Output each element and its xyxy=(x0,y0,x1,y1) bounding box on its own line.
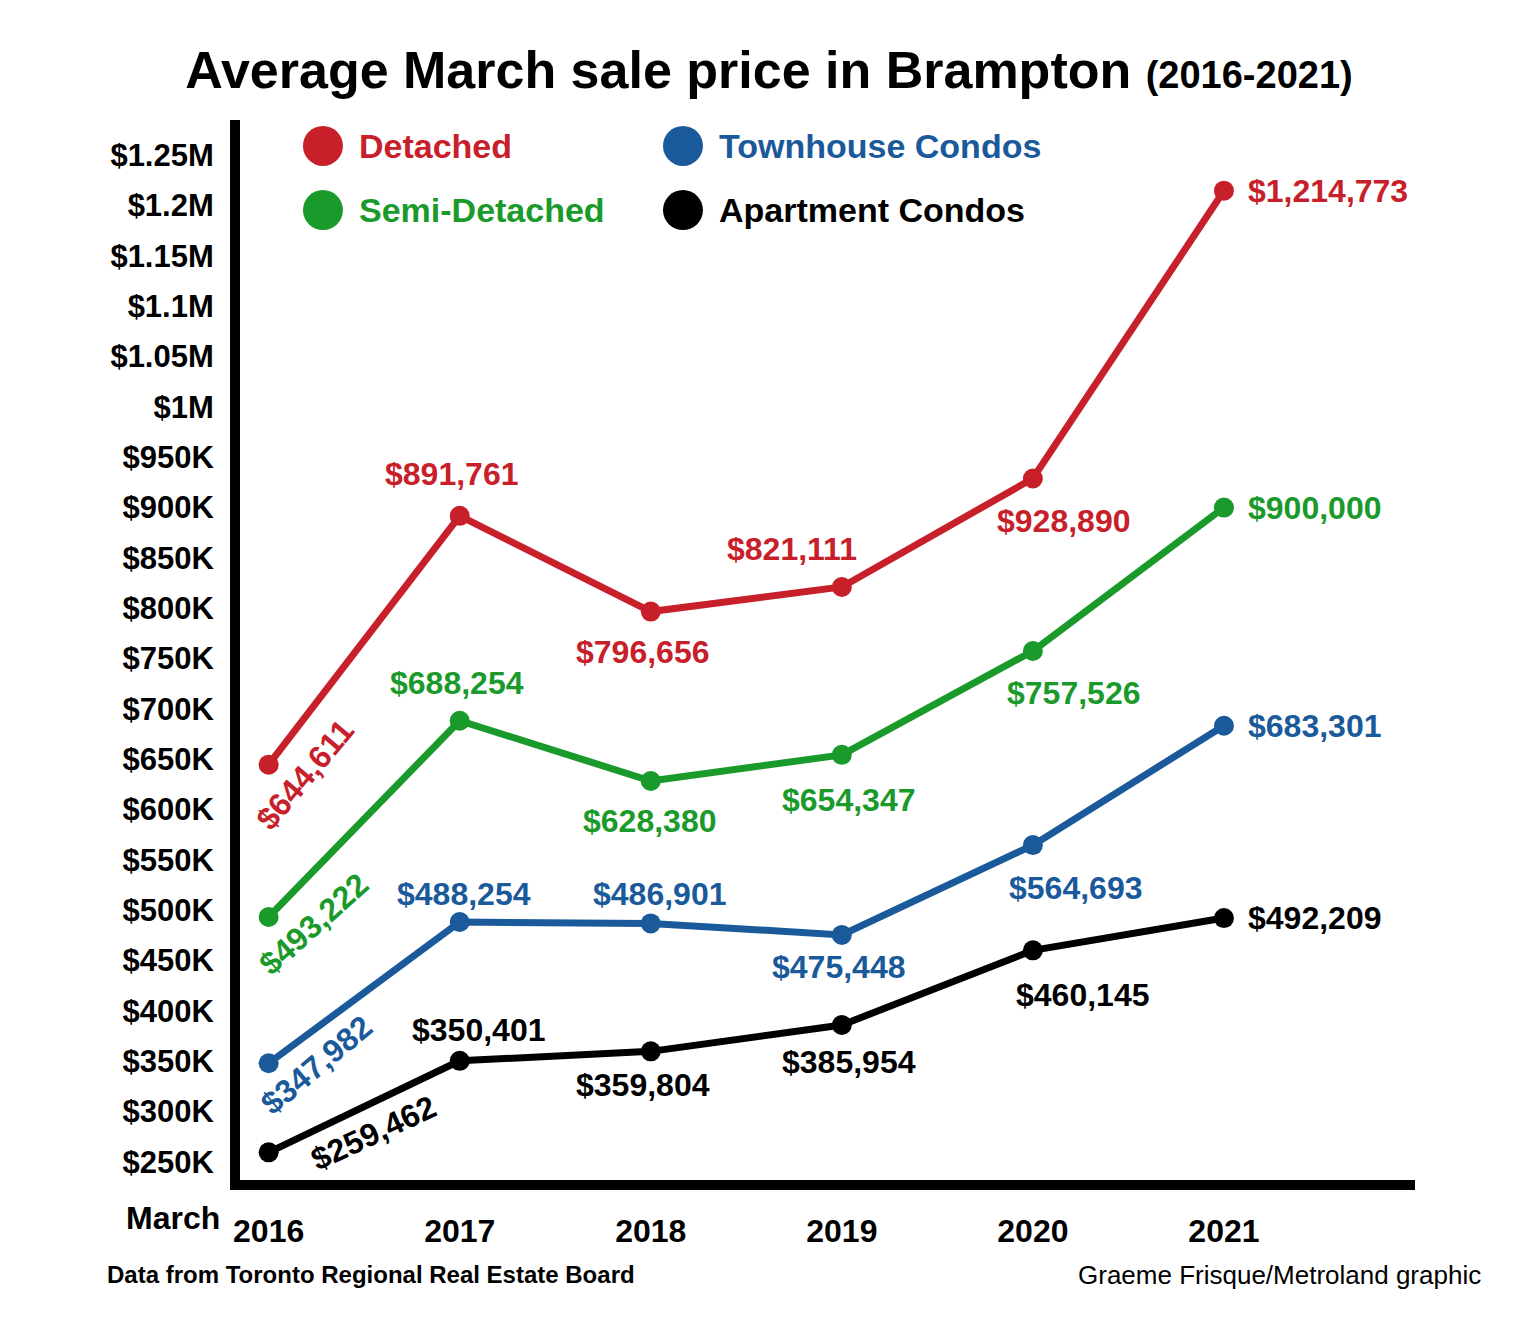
svg-text:Semi-Detached: Semi-Detached xyxy=(359,191,605,229)
svg-text:$488,254: $488,254 xyxy=(397,876,531,912)
svg-text:$800K: $800K xyxy=(122,591,214,626)
svg-text:2020: 2020 xyxy=(997,1213,1068,1249)
svg-text:$850K: $850K xyxy=(122,541,214,576)
svg-text:$900K: $900K xyxy=(122,490,214,525)
svg-text:$650K: $650K xyxy=(122,742,214,777)
svg-text:$550K: $550K xyxy=(122,843,214,878)
svg-text:Average March sale price in Br: Average March sale price in Brampton (20… xyxy=(185,41,1352,99)
svg-text:$688,254: $688,254 xyxy=(390,665,524,701)
svg-text:$1.25M: $1.25M xyxy=(110,138,213,173)
svg-text:$350,401: $350,401 xyxy=(412,1012,545,1048)
svg-text:$259,462: $259,462 xyxy=(305,1088,441,1177)
svg-text:$1,214,773: $1,214,773 xyxy=(1248,173,1408,209)
svg-text:$683,301: $683,301 xyxy=(1248,708,1381,744)
svg-text:2021: 2021 xyxy=(1188,1213,1259,1249)
svg-text:$796,656: $796,656 xyxy=(576,634,709,670)
svg-text:$460,145: $460,145 xyxy=(1016,977,1149,1013)
svg-text:$1.15M: $1.15M xyxy=(110,239,213,274)
svg-text:$493,222: $493,222 xyxy=(252,866,375,982)
svg-text:2018: 2018 xyxy=(615,1213,686,1249)
svg-text:$654,347: $654,347 xyxy=(782,782,915,818)
svg-text:$821,111: $821,111 xyxy=(727,531,857,567)
svg-text:$250K: $250K xyxy=(122,1145,214,1180)
svg-text:$564,693: $564,693 xyxy=(1009,870,1142,906)
svg-text:$700K: $700K xyxy=(122,692,214,727)
svg-text:$1.2M: $1.2M xyxy=(128,188,214,223)
svg-text:$300K: $300K xyxy=(122,1094,214,1129)
svg-text:$486,901: $486,901 xyxy=(593,876,726,912)
svg-text:2016: 2016 xyxy=(233,1213,304,1249)
svg-text:$492,209: $492,209 xyxy=(1248,900,1381,936)
svg-text:$750K: $750K xyxy=(122,641,214,676)
svg-text:2017: 2017 xyxy=(424,1213,495,1249)
svg-text:$400K: $400K xyxy=(122,994,214,1029)
svg-text:$475,448: $475,448 xyxy=(772,949,905,985)
svg-text:$928,890: $928,890 xyxy=(997,503,1130,539)
svg-text:$350K: $350K xyxy=(122,1044,214,1079)
svg-text:$891,761: $891,761 xyxy=(385,456,518,492)
svg-text:2019: 2019 xyxy=(806,1213,877,1249)
svg-text:$347,982: $347,982 xyxy=(254,1008,379,1121)
svg-text:Graeme Frisque/Metroland graph: Graeme Frisque/Metroland graphic xyxy=(1078,1260,1481,1290)
svg-text:$1.05M: $1.05M xyxy=(110,339,213,374)
svg-text:March: March xyxy=(126,1200,220,1236)
svg-text:$900,000: $900,000 xyxy=(1248,490,1381,526)
svg-text:$628,380: $628,380 xyxy=(583,803,716,839)
svg-text:$600K: $600K xyxy=(122,792,214,827)
svg-text:Detached: Detached xyxy=(359,127,512,165)
svg-text:$757,526: $757,526 xyxy=(1007,675,1140,711)
svg-text:$450K: $450K xyxy=(122,943,214,978)
svg-text:$1.1M: $1.1M xyxy=(128,289,214,324)
svg-text:$1M: $1M xyxy=(153,390,213,425)
svg-text:Data from Toronto Regional Rea: Data from Toronto Regional Real Estate B… xyxy=(107,1261,635,1288)
svg-text:Apartment Condos: Apartment Condos xyxy=(719,191,1025,229)
svg-text:$500K: $500K xyxy=(122,893,214,928)
svg-text:$950K: $950K xyxy=(122,440,214,475)
svg-text:Townhouse Condos: Townhouse Condos xyxy=(719,127,1041,165)
svg-text:$644,611: $644,611 xyxy=(249,713,361,837)
svg-text:$359,804: $359,804 xyxy=(576,1067,710,1103)
svg-text:$385,954: $385,954 xyxy=(782,1044,916,1080)
